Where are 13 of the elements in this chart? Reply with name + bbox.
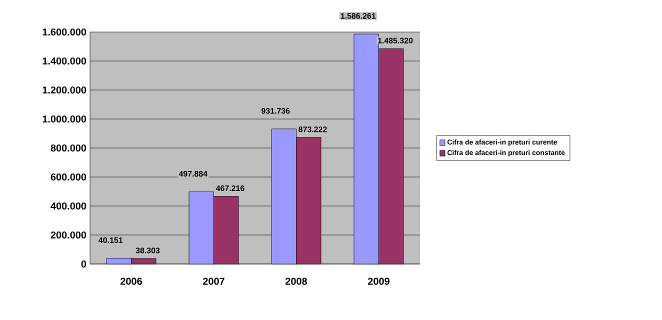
y-tick-label: 0 xyxy=(81,260,86,268)
x-tick-label: 2007 xyxy=(203,278,224,285)
y-tick-label: 1.400.000 xyxy=(42,57,86,65)
y-tick-label: 400.000 xyxy=(50,202,86,210)
y-tick-label: 1.000.000 xyxy=(42,115,86,123)
x-tick-label: 2009 xyxy=(368,278,390,285)
y-tick-label: 600.000 xyxy=(50,173,86,181)
y-tick-label: 200.000 xyxy=(50,231,86,239)
y-tick-label: 1.600.000 xyxy=(42,28,86,36)
y-tick-label: 800.000 xyxy=(50,144,86,152)
x-tick-label: 2008 xyxy=(286,278,308,285)
y-tick-label: 1.200.000 xyxy=(42,86,86,94)
x-tick-label: 2006 xyxy=(120,278,142,285)
